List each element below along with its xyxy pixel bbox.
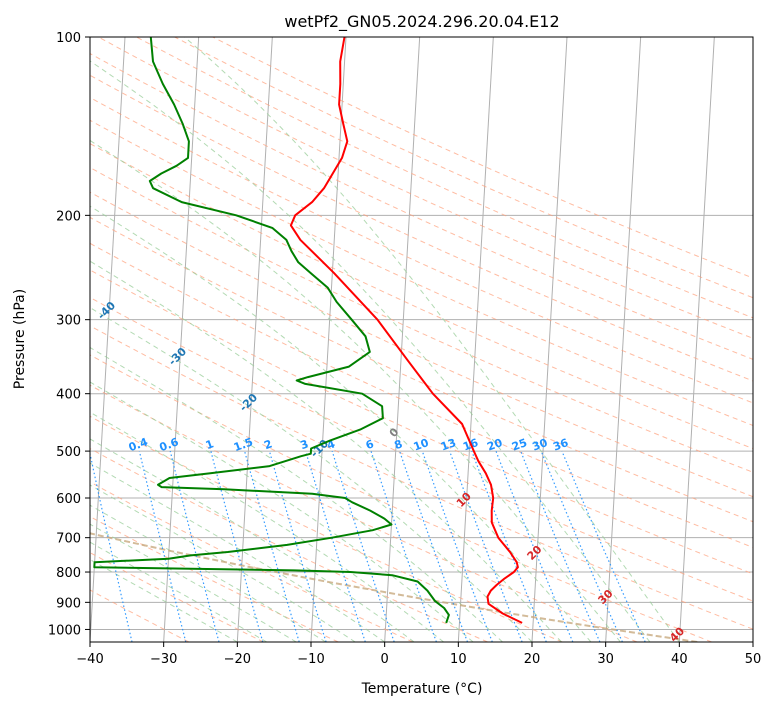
- x-tick-label: −30: [150, 652, 177, 667]
- mixing-ratio-line: [561, 450, 646, 642]
- dry-adiabat-line: [90, 269, 753, 575]
- y-axis-label: Pressure (hPa): [12, 289, 28, 389]
- mixing-ratio-label: 10: [412, 436, 431, 454]
- moist-adiabat-line: [90, 260, 562, 642]
- y-tick-label: 600: [56, 492, 81, 507]
- dry-adiabat-line: [98, 37, 753, 339]
- moist-adiabat-line: [90, 541, 268, 642]
- moist-adiabat-line: [90, 381, 474, 642]
- y-tick-label: 800: [56, 566, 81, 581]
- mixing-ratio-line: [370, 450, 437, 642]
- moist-adiabat-line: [90, 346, 503, 642]
- dry-adiabat-line: [90, 296, 753, 602]
- mixing-ratio-label: 36: [551, 436, 570, 454]
- x-tick-label: 50: [745, 652, 762, 667]
- isotherm-line: [752, 633, 753, 642]
- x-tick-label: −10: [297, 652, 324, 667]
- mixing-ratio-label: 25: [510, 436, 529, 453]
- chart-title: wetPf2_GN05.2024.296.20.04.E12: [284, 12, 559, 32]
- mixing-ratio-label: 20: [485, 436, 504, 454]
- x-axis: −40 −30 −20 −10 0 10 20 30 40 50: [76, 642, 761, 667]
- plot-frame: [89, 36, 754, 643]
- mixing-ratio-label: 30: [531, 436, 550, 454]
- mixing-ratio-label: 6: [364, 437, 376, 452]
- y-tick-label: 200: [56, 209, 81, 224]
- mixing-ratio-label: 3: [299, 437, 311, 452]
- isotherm-line: [90, 37, 126, 642]
- y-tick-label: 1000: [48, 623, 81, 638]
- dry-adiabat-line: [90, 415, 563, 642]
- dry-adiabat-line: [90, 384, 638, 642]
- x-tick-label: 40: [671, 652, 688, 667]
- x-tick-label: 20: [524, 652, 541, 667]
- dry-adiabat-line: [90, 143, 753, 450]
- moist-adiabat-line: [90, 504, 326, 642]
- lcl-curve: [90, 532, 698, 642]
- mixing-ratio-line: [138, 450, 187, 642]
- mixing-ratio-label: 2: [262, 437, 274, 452]
- isotherm-line: [605, 37, 642, 642]
- mixing-ratio-line: [268, 450, 327, 642]
- x-axis-label: Temperature (°C): [361, 681, 483, 697]
- mixing-ratio-line: [90, 451, 133, 642]
- sounding-profiles: [93, 37, 523, 624]
- y-tick-label: 400: [56, 388, 81, 403]
- mixing-ratio-label: 0.4: [127, 435, 150, 454]
- isotherm-line: [457, 37, 494, 642]
- x-tick-label: −40: [76, 652, 103, 667]
- moist-adiabat-line: [90, 411, 444, 642]
- mixing-ratio-line: [244, 450, 300, 642]
- mixing-ratio-line: [305, 450, 366, 642]
- moist-adiabat-line: [90, 523, 297, 642]
- y-tick-label: 700: [56, 532, 81, 547]
- dry-adiabat-line: [174, 37, 753, 299]
- x-tick-label: −20: [224, 652, 251, 667]
- isotherm-line: [310, 37, 347, 642]
- mixing-ratio-line: [210, 450, 264, 642]
- isotherm-line: [236, 37, 273, 642]
- isotherm-line: [384, 37, 421, 642]
- dry-adiabat-line: [90, 354, 712, 642]
- dry-adiabat-line: [90, 119, 753, 427]
- moist-adiabat-line: [90, 438, 415, 642]
- dry-adiabat-line: [90, 53, 753, 360]
- y-tick-label: 500: [56, 445, 81, 460]
- x-tick-label: 0: [381, 652, 389, 667]
- moist-adiabat-line: [90, 205, 592, 642]
- y-tick-label: 900: [56, 596, 81, 611]
- y-axis: 1000 900 800 700 600 500 400 300 200 100: [48, 31, 90, 638]
- reference-lines: [90, 37, 753, 642]
- mixing-ratio-label: 0.6: [158, 435, 181, 454]
- temperature-profile-line: [289, 37, 523, 624]
- dry-adiabat-line: [90, 96, 753, 404]
- mixing-ratio-label: 1.5: [232, 435, 255, 454]
- mixing-ratio-label: 1: [204, 437, 216, 452]
- mixing-ratio-label: 8: [393, 437, 405, 452]
- moist-adiabat-line: [90, 462, 385, 642]
- dry-adiabat-line: [90, 242, 753, 548]
- mixing-ratio-line: [399, 450, 469, 642]
- mixing-ratio-label: 13: [439, 436, 458, 453]
- mixing-ratio-line: [331, 450, 395, 642]
- x-tick-label: 30: [597, 652, 614, 667]
- isotherm-line: [678, 37, 715, 642]
- mixing-ratio-line: [169, 450, 220, 642]
- y-tick-label: 300: [56, 314, 81, 329]
- mixing-ratio-line: [520, 450, 601, 642]
- isotherm-line: [163, 37, 200, 642]
- moist-adiabat-line: [184, 37, 680, 642]
- mixing-ratio-line: [540, 450, 623, 642]
- x-tick-label: 10: [450, 652, 467, 667]
- plot-background: [90, 37, 753, 642]
- dewpoint-profile-line: [93, 37, 450, 624]
- mixing-ratio-label: 4: [325, 437, 337, 452]
- dry-adiabat-line: [90, 516, 339, 642]
- y-tick-label: 100: [56, 31, 81, 46]
